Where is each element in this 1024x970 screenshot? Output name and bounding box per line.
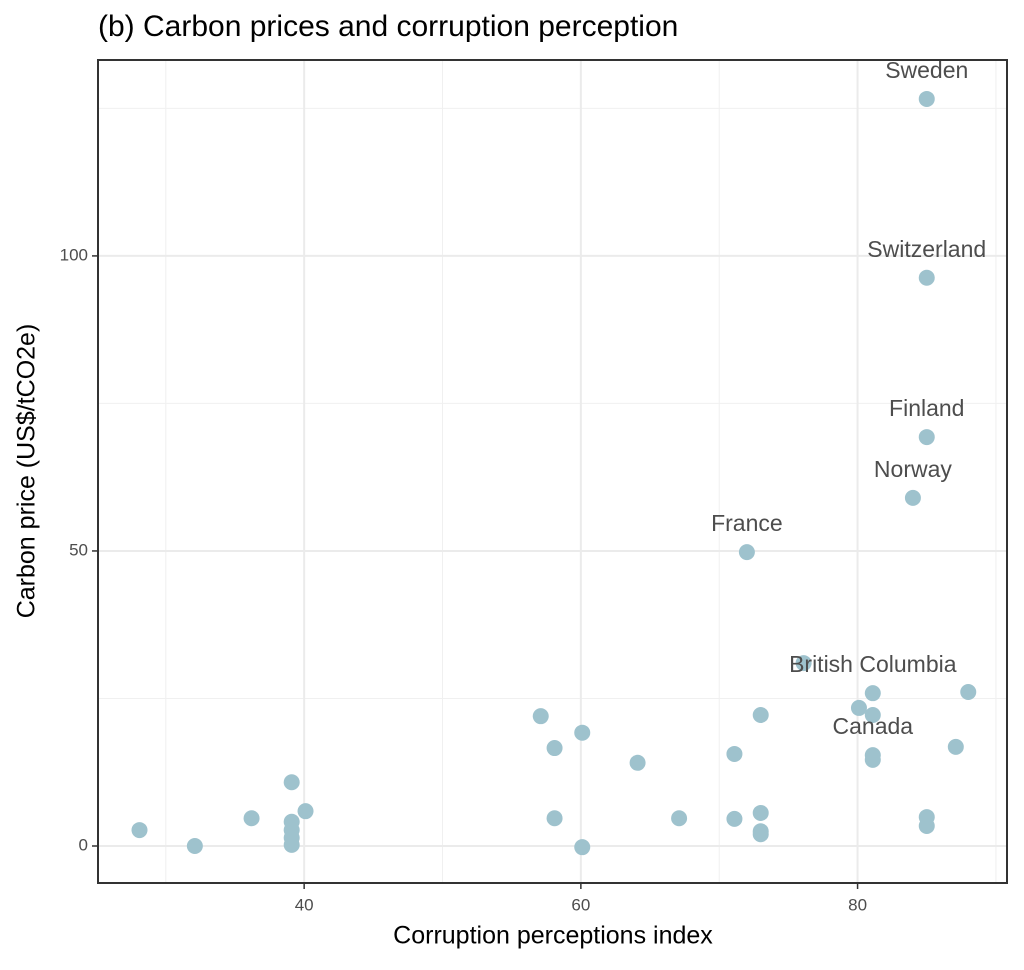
x-tick-label: 40: [295, 895, 314, 914]
point: [795, 655, 812, 672]
point-label: British Columbia: [789, 651, 957, 677]
point: [297, 803, 314, 820]
point: [752, 707, 769, 724]
plot-border: [97, 59, 1008, 884]
point: [574, 724, 591, 741]
point-label: Norway: [874, 456, 952, 482]
point: [947, 738, 964, 755]
point: [960, 683, 977, 700]
point-label: Canada: [833, 713, 914, 739]
x-tick-label: 80: [848, 895, 867, 914]
point: [186, 838, 203, 855]
y-tick-label: 50: [69, 540, 88, 559]
point: [574, 839, 591, 856]
point: [752, 804, 769, 821]
point: [864, 707, 881, 724]
point: [752, 826, 769, 843]
point: [671, 810, 688, 827]
point: [918, 429, 935, 446]
point: [283, 836, 300, 853]
point: [738, 544, 755, 561]
point: [546, 810, 563, 827]
point-label: Switzerland: [867, 236, 986, 262]
point: [546, 740, 563, 757]
point: [532, 708, 549, 725]
x-tick-label: 60: [571, 895, 590, 914]
point: [726, 745, 743, 762]
y-tick-label: 0: [79, 835, 88, 854]
point: [864, 685, 881, 702]
point: [918, 817, 935, 834]
point: [904, 489, 921, 506]
point: [864, 751, 881, 768]
y-tick-label: 100: [60, 245, 88, 264]
point: [918, 90, 935, 107]
point: [283, 774, 300, 791]
point-label: Sweden: [885, 57, 968, 83]
x-axis-label: Corruption perceptions index: [393, 922, 713, 950]
y-axis-label: Carbon price (US$/tCO2e): [13, 324, 41, 619]
point: [131, 822, 148, 839]
point-label: France: [711, 510, 783, 536]
point: [629, 754, 646, 771]
point: [726, 810, 743, 827]
chart-title: (b) Carbon prices and corruption percept…: [98, 10, 678, 43]
point: [850, 699, 867, 716]
point: [918, 269, 935, 286]
point-label: Finland: [889, 395, 964, 421]
point: [243, 810, 260, 827]
